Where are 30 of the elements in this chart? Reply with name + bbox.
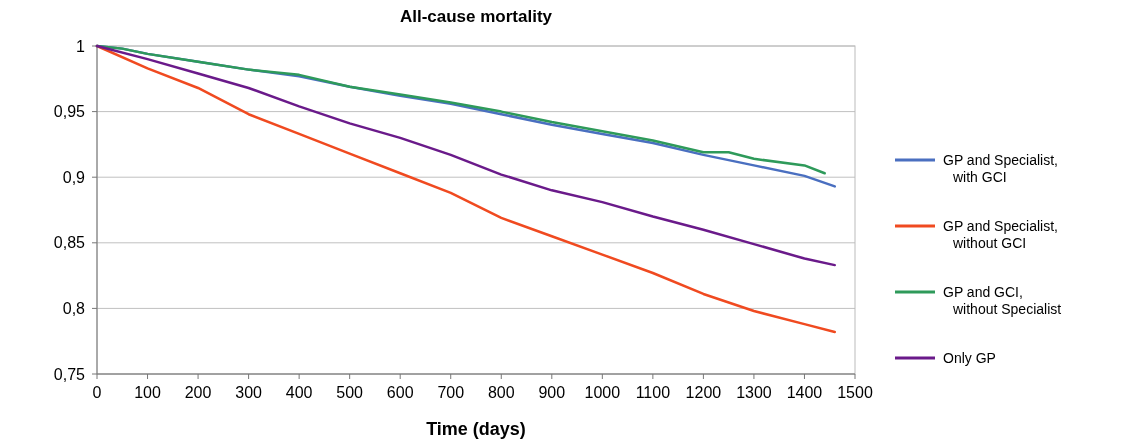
legend-label: GP and GCI, without Specialist — [943, 283, 1062, 317]
x-tick-label: 700 — [437, 384, 465, 401]
x-tick-label: 400 — [285, 384, 313, 401]
line-series — [95, 44, 837, 267]
x-tick-label: 1500 — [837, 384, 873, 401]
x-tick-label: 600 — [386, 384, 414, 401]
legend-label: GP and Specialist, with GCI — [943, 151, 1058, 185]
chart-title: All-cause mortality — [399, 7, 553, 26]
y-tick-label: 0,9 — [62, 168, 86, 186]
legend-label: Only GP — [943, 349, 996, 366]
x-tick-label: 800 — [487, 384, 515, 401]
y-tick-label: 1 — [76, 37, 86, 55]
x-tick-label: 500 — [336, 384, 364, 401]
y-tick-label: 0,8 — [62, 300, 86, 317]
legend-label: GP and Specialist, without GCI — [943, 217, 1058, 251]
x-tick-label: 0 — [92, 384, 102, 401]
x-tick-label: 100 — [134, 384, 161, 401]
x-tick-label: 300 — [235, 384, 263, 401]
x-tick-label: 1000 — [584, 384, 621, 401]
y-tick-label: 0,75 — [53, 365, 86, 383]
x-axis-title: Time (days) — [426, 419, 526, 439]
x-tick-label: 900 — [538, 384, 566, 401]
x-tick-label: 200 — [184, 384, 212, 401]
x-tick-label: 1100 — [635, 384, 671, 401]
x-tick-label: 1300 — [736, 384, 772, 401]
line-series — [95, 44, 837, 334]
x-tick-label: 1400 — [786, 384, 823, 401]
y-tick-label: 0,95 — [53, 103, 86, 121]
x-tick-label: 1200 — [685, 384, 722, 401]
y-tick-label: 0,85 — [53, 234, 86, 252]
